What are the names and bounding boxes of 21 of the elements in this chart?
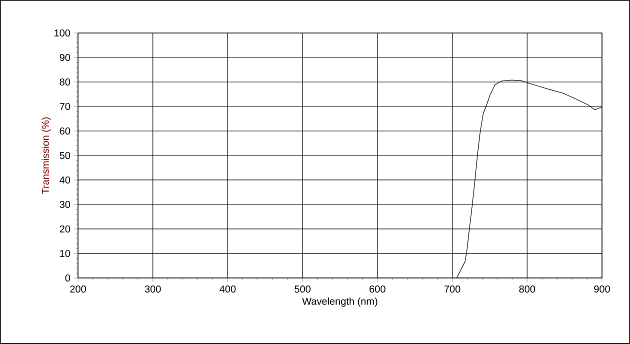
x-tick-label: 800 xyxy=(519,286,536,293)
x-axis-title: Wavelength (nm) xyxy=(302,297,378,307)
x-tick-label: 300 xyxy=(144,286,161,293)
y-tick-label: 40 xyxy=(60,176,70,184)
x-tick-label: 700 xyxy=(444,286,460,293)
y-tick-label: 0 xyxy=(65,274,70,282)
y-tick-label: 100 xyxy=(54,29,70,37)
y-tick-label: 80 xyxy=(60,78,70,86)
x-tick-label: 400 xyxy=(220,286,236,293)
y-tick-label: 50 xyxy=(60,152,70,160)
y-tick-label: 30 xyxy=(60,200,70,208)
y-tick-label: 10 xyxy=(60,250,70,258)
y-axis-title: Transmission (%) xyxy=(42,117,51,194)
x-tick-label: 200 xyxy=(70,286,86,293)
x-tick-label: 900 xyxy=(594,286,610,293)
y-tick-label: 20 xyxy=(60,225,70,233)
y-tick-label: 90 xyxy=(60,54,70,62)
x-tick-label: 500 xyxy=(294,286,311,293)
x-tick-label: 600 xyxy=(370,286,386,293)
y-tick-label: 60 xyxy=(60,127,70,135)
y-tick-label: 70 xyxy=(60,102,70,110)
